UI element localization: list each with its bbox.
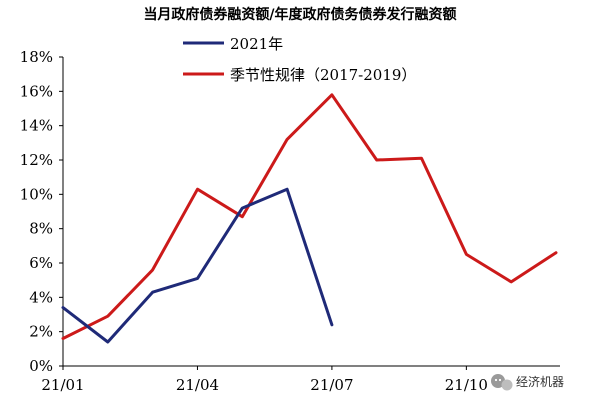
axes: 0% 2% 4% 6% 8% 10% 12% 14% 16% 18% 21/01 21/04 21/07… <box>20 48 560 394</box>
x-tick-label: 21/01 <box>41 376 84 394</box>
y-tick-label: 6% <box>29 254 53 272</box>
wechat-icon <box>491 374 513 391</box>
y-tick-label: 4% <box>29 288 53 306</box>
x-tick-label: 21/07 <box>310 376 353 394</box>
series-line-seasonal <box>61 93 558 340</box>
legend: 2021年 季节性规律（2017-2019） <box>183 35 416 84</box>
series-layer <box>61 93 558 344</box>
x-tick-label: 21/10 <box>445 376 488 394</box>
y-tick-label: 2% <box>29 323 53 341</box>
y-tick-label: 16% <box>20 82 53 100</box>
watermark-text: 经济机器 <box>516 374 564 389</box>
y-tick-label: 8% <box>29 220 53 238</box>
x-tick-label: 21/04 <box>176 376 219 394</box>
watermark: 经济机器 <box>491 374 564 391</box>
y-tick-label: 14% <box>20 117 53 135</box>
legend-label-seasonal: 季节性规律（2017-2019） <box>230 66 416 84</box>
chart-title: 当月政府债券融资额/年度政府债务债券发行融资额 <box>143 6 456 23</box>
y-tick-label: 18% <box>20 48 53 66</box>
y-tick-label: 0% <box>29 357 53 375</box>
y-tick-label: 12% <box>20 151 53 169</box>
legend-label-2021: 2021年 <box>230 35 283 53</box>
y-tick-label: 10% <box>20 185 53 203</box>
